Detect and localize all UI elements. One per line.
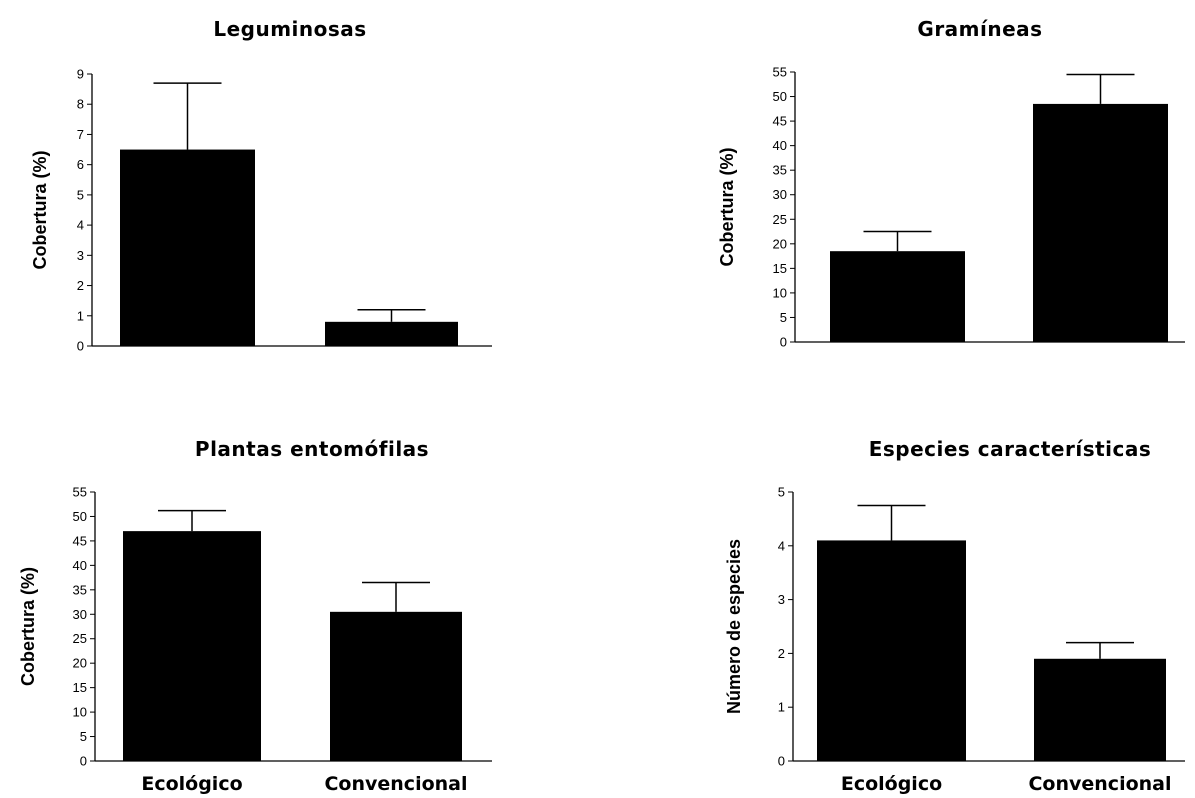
y-tick-label: 25: [73, 631, 87, 646]
y-tick-label: 3: [77, 248, 84, 263]
y-tick-label: 5: [80, 729, 87, 744]
category-label: Ecológico: [141, 773, 242, 795]
y-tick-label: 30: [773, 187, 787, 202]
y-tick-label: 1: [77, 308, 84, 323]
y-tick-label: 15: [73, 680, 87, 695]
y-tick-label: 20: [773, 236, 787, 251]
category-label: Convencional: [1028, 773, 1171, 795]
y-tick-label: 35: [73, 582, 87, 597]
y-tick-label: 4: [77, 218, 84, 233]
y-tick-label: 3: [778, 592, 785, 607]
y-tick-label: 10: [73, 705, 87, 720]
y-tick-label: 6: [77, 157, 84, 172]
y-tick-label: 50: [73, 509, 87, 524]
category-label: Ecológico: [841, 773, 942, 795]
y-tick-label: 5: [778, 485, 785, 500]
y-tick-label: 55: [73, 485, 87, 500]
bar-convencional: [330, 611, 462, 761]
bar-ecologico: [120, 149, 255, 346]
y-axis-label: Número de especies: [724, 539, 744, 714]
y-tick-label: 2: [77, 278, 84, 293]
chart-title: Especies características: [869, 437, 1152, 461]
y-tick-label: 45: [73, 533, 87, 548]
y-tick-label: 25: [773, 212, 787, 227]
y-tick-label: 10: [773, 285, 787, 300]
y-axis-label: Cobertura (%): [30, 150, 50, 269]
y-tick-label: 50: [773, 89, 787, 104]
y-axis-label: Cobertura (%): [18, 567, 38, 686]
y-tick-label: 40: [73, 558, 87, 573]
y-tick-label: 4: [778, 538, 785, 553]
y-tick-label: 0: [780, 335, 787, 350]
y-tick-label: 5: [780, 310, 787, 325]
bar-ecologico: [123, 531, 261, 761]
y-tick-label: 20: [73, 656, 87, 671]
y-tick-label: 0: [778, 754, 785, 769]
bar-convencional: [1034, 658, 1166, 761]
chart-title: Leguminosas: [213, 17, 366, 41]
y-tick-label: 9: [77, 67, 84, 82]
y-tick-label: 7: [77, 127, 84, 142]
y-tick-label: 0: [80, 754, 87, 769]
y-tick-label: 1: [778, 700, 785, 715]
y-tick-label: 40: [773, 138, 787, 153]
chart-title: Plantas entomófilas: [195, 437, 429, 461]
chart-title: Gramíneas: [917, 17, 1042, 41]
y-tick-label: 55: [773, 65, 787, 80]
y-tick-label: 8: [77, 97, 84, 112]
y-tick-label: 0: [77, 339, 84, 354]
y-axis-label: Cobertura (%): [717, 147, 737, 266]
bar-ecologico: [830, 251, 965, 342]
bar-convencional: [1033, 103, 1168, 342]
bar-ecologico: [817, 540, 966, 761]
y-tick-label: 35: [773, 163, 787, 178]
category-label: Convencional: [324, 773, 467, 795]
y-tick-label: 45: [773, 114, 787, 129]
y-tick-label: 5: [77, 187, 84, 202]
y-tick-label: 15: [773, 261, 787, 276]
bar-convencional: [325, 321, 458, 346]
y-tick-label: 30: [73, 607, 87, 622]
y-tick-label: 2: [778, 646, 785, 661]
